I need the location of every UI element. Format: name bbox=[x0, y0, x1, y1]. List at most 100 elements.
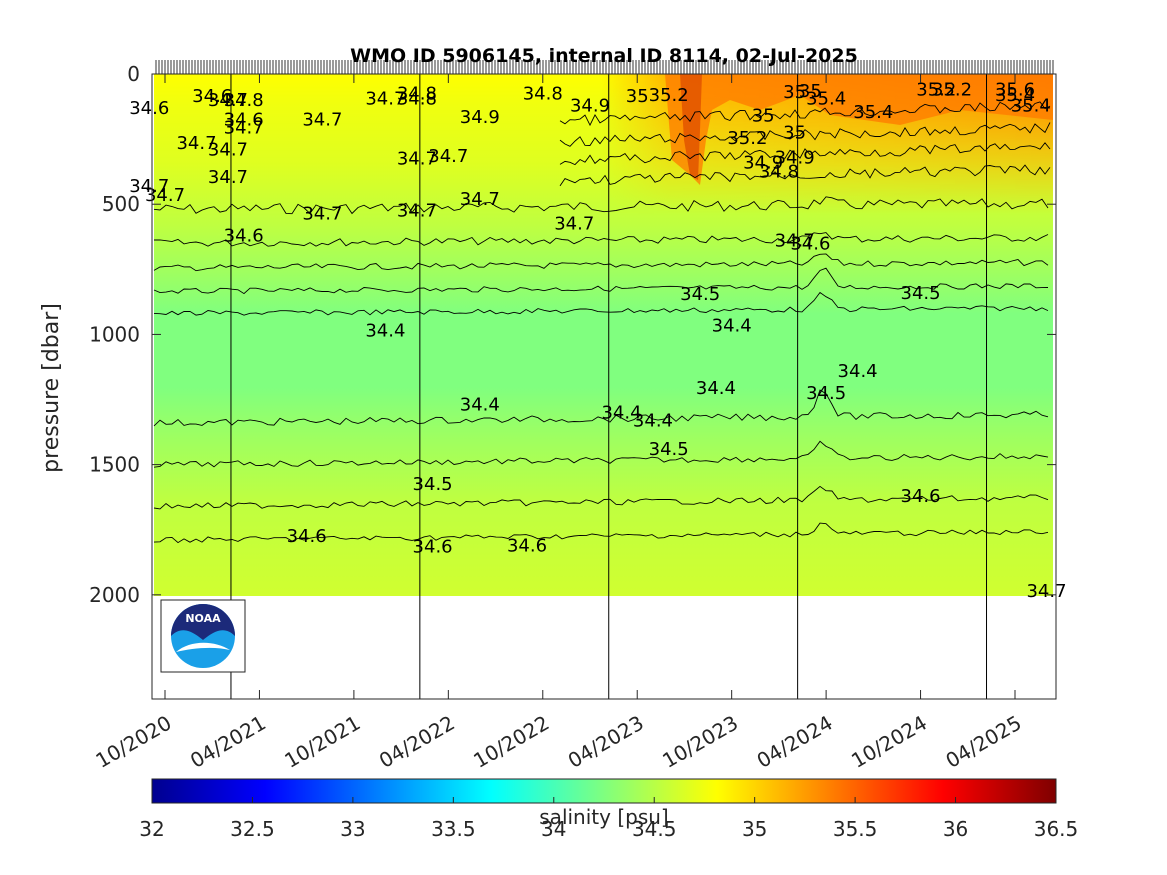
colorbar-tick-label: 35.5 bbox=[833, 817, 878, 841]
contour-line bbox=[559, 142, 1051, 166]
contour-line bbox=[153, 267, 1049, 295]
contour-label: 34.9 bbox=[570, 95, 610, 116]
contour-label: 35.4 bbox=[853, 102, 893, 123]
colorbar-tick-label: 32.5 bbox=[230, 817, 275, 841]
colorbar-tick-label: 36 bbox=[943, 817, 968, 841]
shallow-eddy bbox=[680, 74, 702, 180]
x-tick-label: 10/2023 bbox=[658, 711, 742, 773]
y-tick-label: 500 bbox=[102, 192, 140, 216]
contour-label: 34.7 bbox=[208, 140, 248, 161]
contour-label: 34.7 bbox=[460, 189, 500, 210]
colorbar-label: salinity [psu] bbox=[539, 805, 668, 829]
contour-line bbox=[559, 164, 1051, 187]
x-tick-label: 10/2024 bbox=[847, 711, 931, 773]
x-tick-label: 10/2022 bbox=[469, 711, 553, 773]
y-axis: 0 500 1000 1500 2000 bbox=[89, 62, 1056, 607]
contour-label: 34.7 bbox=[1026, 581, 1066, 602]
contour-line bbox=[153, 232, 1049, 247]
contour-label: 34.7 bbox=[397, 149, 437, 170]
contour-label: 35.2 bbox=[916, 80, 956, 101]
contour-label: 34.4 bbox=[365, 321, 405, 342]
colorbar-tick-label: 34 bbox=[541, 817, 566, 841]
contour-label: 34.6 bbox=[507, 535, 547, 556]
contour-line bbox=[559, 101, 1051, 127]
contour-label: 34.6 bbox=[790, 233, 830, 254]
contour-label: 34.6 bbox=[901, 486, 941, 507]
contour-line bbox=[153, 253, 1049, 272]
contour-label: 35 bbox=[783, 123, 806, 144]
contour-label: 34.4 bbox=[633, 410, 673, 431]
salinity-field bbox=[154, 74, 1053, 596]
y-tick-label: 1000 bbox=[89, 322, 140, 346]
contour-label: 34.6 bbox=[129, 98, 169, 119]
contour-label: 34.7 bbox=[208, 90, 248, 111]
contour-line bbox=[153, 291, 1049, 316]
contour-label: 34.8 bbox=[397, 84, 437, 105]
plot-frame bbox=[151, 73, 1057, 700]
contour-label: 34.4 bbox=[696, 378, 736, 399]
contour-label: 34.9 bbox=[775, 147, 815, 168]
contour-label: 34.6 bbox=[413, 537, 453, 558]
high-salinity-core bbox=[665, 74, 1053, 185]
colorbar-tick-label: 33.5 bbox=[431, 817, 476, 841]
chart-title: WMO ID 5906145, internal ID 8114, 02-Jul… bbox=[350, 45, 858, 67]
contour-label: 34.7 bbox=[428, 146, 468, 167]
contour-label: 35.2 bbox=[649, 85, 689, 106]
contour-label: 34.7 bbox=[176, 133, 216, 154]
x-tick-label: 04/2021 bbox=[186, 711, 270, 773]
colorbar-tick-label: 35 bbox=[742, 817, 767, 841]
contour-label: 34.5 bbox=[649, 439, 689, 460]
contour-label: 34.5 bbox=[680, 284, 720, 305]
colorbar-tick-label: 33 bbox=[340, 817, 365, 841]
x-tick-label: 04/2023 bbox=[564, 711, 648, 773]
contour-label: 34.9 bbox=[460, 107, 500, 128]
contour-label: 34.6 bbox=[224, 225, 264, 246]
contour-line bbox=[153, 522, 1049, 544]
contour-label: 35.4 bbox=[806, 89, 846, 110]
contour-labels: 34.634.634.734.834.634.734.734.734.734.7… bbox=[129, 80, 1066, 602]
y-tick-label: 1500 bbox=[89, 453, 140, 477]
contour-label: 35 bbox=[799, 81, 822, 102]
contour-label: 35.4 bbox=[1011, 95, 1051, 116]
contour-label: 34.4 bbox=[712, 315, 752, 336]
contour-label: 34.7 bbox=[208, 167, 248, 188]
profile-tick-marks bbox=[155, 60, 1054, 74]
x-tick-label: 04/2024 bbox=[753, 711, 837, 773]
contour-label: 34.8 bbox=[523, 84, 563, 105]
colorbar-tick-label: 32 bbox=[139, 817, 164, 841]
contour-label: 34.7 bbox=[775, 231, 815, 252]
contour-line bbox=[153, 196, 1049, 215]
y-tick-label: 0 bbox=[127, 62, 140, 86]
contour-label: 34.7 bbox=[302, 203, 342, 224]
contour-label: 34.6 bbox=[224, 110, 264, 131]
contour-label: 35.6 bbox=[995, 80, 1035, 101]
x-tick-label: 04/2025 bbox=[942, 711, 1026, 773]
contour-label: 34.8 bbox=[397, 89, 437, 110]
contour-label: 34.9 bbox=[743, 153, 783, 174]
contour-label: 34.7 bbox=[365, 89, 405, 110]
contour-label: 35.2 bbox=[727, 128, 767, 149]
contour-label: 34.7 bbox=[397, 201, 437, 222]
contour-label: 34.5 bbox=[806, 383, 846, 404]
contour-line bbox=[153, 440, 1049, 468]
noaa-logo-text: NOAA bbox=[185, 612, 221, 625]
contour-label: 34.7 bbox=[129, 176, 169, 197]
contour-line bbox=[153, 485, 1049, 510]
contour-label: 35.4 bbox=[995, 85, 1035, 106]
contour-label: 34.7 bbox=[224, 117, 264, 138]
contour-label: 34.7 bbox=[554, 214, 594, 235]
contour-line bbox=[559, 122, 1051, 147]
contour-label: 34.8 bbox=[759, 162, 799, 183]
x-tick-label: 04/2022 bbox=[375, 711, 459, 773]
profile-marker-lines bbox=[230, 74, 988, 699]
contour-label: 34.4 bbox=[601, 403, 641, 424]
contour-lines bbox=[153, 101, 1051, 544]
colorbar-tick-label: 36.5 bbox=[1034, 817, 1079, 841]
x-tick-label: 10/2021 bbox=[280, 711, 364, 773]
noaa-logo: NOAA bbox=[160, 599, 246, 673]
contour-label: 34.4 bbox=[460, 395, 500, 416]
contour-label: 34.4 bbox=[838, 361, 878, 382]
contour-label: 34.7 bbox=[302, 110, 342, 131]
contour-label: 34.8 bbox=[224, 90, 264, 111]
